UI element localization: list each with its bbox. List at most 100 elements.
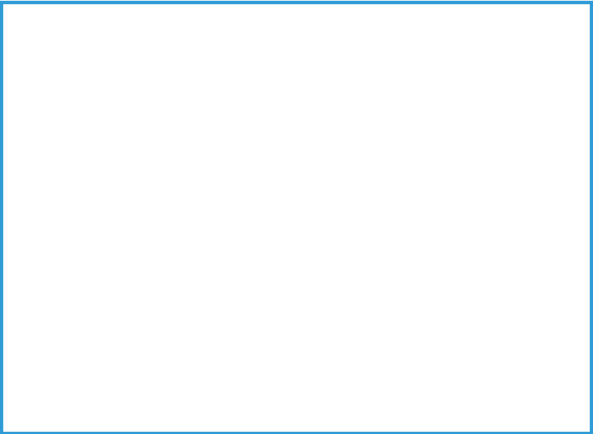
Text: Loan Period in Years: Loan Period in Years xyxy=(36,112,154,125)
Bar xyxy=(10,5,56,21)
Bar xyxy=(255,350,323,372)
Bar xyxy=(255,262,323,284)
Text: 6: 6 xyxy=(97,310,104,323)
Text: $: $ xyxy=(335,355,343,368)
Text: 1: 1 xyxy=(17,48,23,58)
Text: B: B xyxy=(146,28,153,38)
Text: C: C xyxy=(217,28,225,38)
Bar xyxy=(395,64,411,86)
Bar xyxy=(187,372,255,394)
Bar xyxy=(323,130,395,152)
Text: 10,000: 10,000 xyxy=(208,69,249,82)
Text: Balance: Balance xyxy=(383,178,436,191)
Text: $25.31: $25.31 xyxy=(200,310,241,323)
Bar xyxy=(395,240,411,262)
Bar xyxy=(112,174,187,416)
Text: ): ) xyxy=(481,70,486,80)
Bar xyxy=(255,284,323,306)
Bar xyxy=(112,108,187,130)
Bar xyxy=(411,196,496,218)
Bar xyxy=(411,152,496,174)
Bar xyxy=(395,394,411,416)
Bar xyxy=(112,130,187,152)
Text: F: F xyxy=(400,28,406,38)
Bar xyxy=(323,42,395,64)
Bar xyxy=(255,24,323,42)
Text: =SUM(: =SUM( xyxy=(415,70,454,80)
Text: $40.20: $40.20 xyxy=(200,244,241,257)
Bar xyxy=(32,152,112,174)
Text: $992.44: $992.44 xyxy=(264,266,313,279)
Bar xyxy=(255,130,323,152)
Text: 1,022.59: 1,022.59 xyxy=(436,377,488,389)
Text: 4: 4 xyxy=(97,266,104,279)
Text: 10: 10 xyxy=(14,246,27,256)
Bar xyxy=(395,372,411,394)
Text: $1,027.71: $1,027.71 xyxy=(120,266,180,279)
Text: Total Interest Paid: Total Interest Paid xyxy=(327,91,433,103)
Text: TEXT: TEXT xyxy=(14,8,39,18)
Text: $5.11: $5.11 xyxy=(204,398,238,411)
Text: $1,017.51: $1,017.51 xyxy=(259,377,319,389)
Bar xyxy=(255,196,323,218)
Text: $1,027.71: $1,027.71 xyxy=(120,398,180,411)
Bar xyxy=(112,218,187,240)
Text: $30.30: $30.30 xyxy=(200,289,241,302)
Bar xyxy=(411,130,496,152)
Text: 5%: 5% xyxy=(212,91,230,103)
Bar xyxy=(112,306,187,328)
Bar xyxy=(411,24,496,42)
Bar xyxy=(395,174,411,196)
Bar xyxy=(8,130,32,152)
Text: $: $ xyxy=(335,398,343,411)
Bar xyxy=(323,86,395,108)
Bar xyxy=(112,86,187,108)
Text: 10: 10 xyxy=(89,398,104,411)
Bar xyxy=(395,218,411,240)
Bar xyxy=(323,240,395,262)
Text: Loan Summary: Loan Summary xyxy=(357,46,462,59)
Bar xyxy=(323,372,395,394)
Bar xyxy=(323,394,395,416)
Text: $997.41: $997.41 xyxy=(264,289,313,302)
Text: $1,027.71: $1,027.71 xyxy=(120,355,180,368)
Text: Payments Per Year: Payments Per Year xyxy=(36,135,145,148)
Text: $1,022.59: $1,022.59 xyxy=(259,398,319,411)
Bar xyxy=(395,152,411,174)
Bar xyxy=(411,394,496,416)
Bar xyxy=(112,174,187,196)
Text: $987.51: $987.51 xyxy=(264,244,313,257)
Text: 13: 13 xyxy=(14,312,27,322)
Text: 3: 3 xyxy=(17,92,23,102)
Text: 7: 7 xyxy=(17,180,23,190)
Text: $1,027.71: $1,027.71 xyxy=(120,332,180,345)
Text: E: E xyxy=(356,28,362,38)
Bar xyxy=(8,350,32,372)
Text: ✓: ✓ xyxy=(73,8,81,18)
Bar xyxy=(255,218,323,240)
Text: $: $ xyxy=(335,310,343,323)
Text: 6: 6 xyxy=(17,158,23,168)
Text: 8,039.70: 8,039.70 xyxy=(436,223,488,236)
Bar xyxy=(32,394,112,416)
Text: $45.11: $45.11 xyxy=(200,223,241,236)
Bar xyxy=(411,174,496,196)
Text: 9,022.29: 9,022.29 xyxy=(436,201,488,214)
Bar xyxy=(187,174,255,196)
Bar xyxy=(323,108,395,130)
Bar xyxy=(8,42,32,64)
Bar xyxy=(187,64,255,86)
Bar xyxy=(395,350,411,372)
Bar xyxy=(411,350,496,372)
Bar xyxy=(8,284,32,306)
Text: 1: 1 xyxy=(217,112,225,125)
Bar xyxy=(187,130,255,152)
Text: Period: Period xyxy=(50,178,94,191)
Bar xyxy=(187,218,255,240)
Bar xyxy=(32,262,112,284)
Bar xyxy=(32,130,112,152)
Bar xyxy=(323,262,395,284)
Bar xyxy=(255,372,323,394)
Bar xyxy=(32,42,255,64)
Bar xyxy=(8,394,32,416)
